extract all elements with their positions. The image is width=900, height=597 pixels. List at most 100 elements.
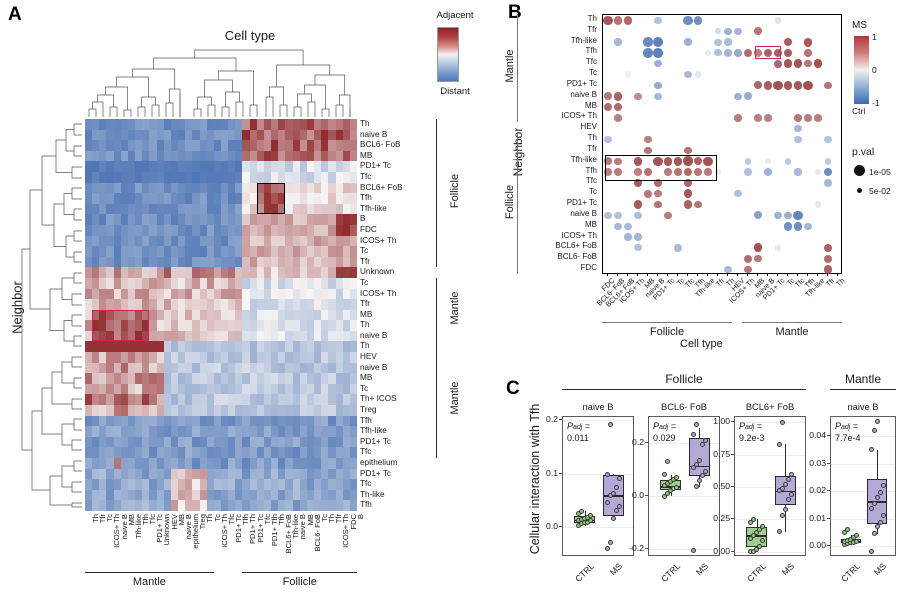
data-point xyxy=(871,500,877,506)
heatmap-cell xyxy=(149,214,157,225)
heatmap-cell xyxy=(120,373,128,384)
heatmap-cell xyxy=(92,405,100,416)
heatmap-cell xyxy=(314,140,322,151)
heatmap-cell xyxy=(242,383,250,395)
heatmap-cell xyxy=(178,373,186,384)
heatmap-cell xyxy=(85,171,93,183)
heatmap-cell xyxy=(163,383,171,395)
heatmap-cell xyxy=(256,458,264,469)
heatmap-cell xyxy=(135,140,143,151)
heatmap-cell xyxy=(120,256,128,268)
dotplot-dot xyxy=(704,168,712,176)
heatmap-cell xyxy=(314,352,322,363)
heatmap-cell xyxy=(242,468,250,480)
heatmap-cell xyxy=(299,500,307,511)
heatmap-cell xyxy=(263,373,272,384)
dotplot-b-row-label: Th xyxy=(587,133,597,143)
heatmap-cell xyxy=(349,193,357,204)
panel-c: C Cellular interaction with Tfh Follicle… xyxy=(500,372,900,597)
heatmap-cell xyxy=(285,256,293,268)
heatmap-cell xyxy=(206,161,214,172)
heatmap-cell xyxy=(142,214,150,225)
heatmap-cell xyxy=(92,309,100,321)
heatmap-cell xyxy=(127,489,136,501)
heatmap-cell xyxy=(120,150,128,162)
heatmap-cell xyxy=(263,171,272,183)
heatmap-cell xyxy=(349,394,357,406)
heatmap-cell xyxy=(314,415,322,427)
dotplot-dot xyxy=(754,49,762,57)
heatmap-cell xyxy=(206,468,214,480)
heatmap-cell xyxy=(306,267,315,278)
heatmap-cell xyxy=(99,436,107,448)
heatmap-cell xyxy=(170,373,179,384)
heatmap-cell xyxy=(321,182,329,194)
heatmap-cell xyxy=(92,224,100,236)
heatmap-cell xyxy=(235,182,243,194)
dotplot-dot xyxy=(614,114,622,122)
heatmap-cell xyxy=(342,299,350,310)
x-axis-tick-label: CTRL xyxy=(744,561,768,584)
heatmap-cell xyxy=(335,479,343,490)
dotplot-dot xyxy=(714,38,722,46)
row-group-bracket xyxy=(436,341,438,459)
heatmap-cell xyxy=(185,161,193,172)
heatmap-cell xyxy=(85,161,93,172)
heatmap-cell xyxy=(156,277,164,289)
heatmap-cell xyxy=(213,246,221,257)
heatmap-cell xyxy=(314,468,322,480)
heatmap-a-row-label: Unknown xyxy=(360,267,395,277)
heatmap-cell xyxy=(263,426,272,437)
heatmap-cell xyxy=(321,246,329,257)
dotplot-dot xyxy=(604,103,612,112)
heatmap-cell xyxy=(156,182,164,194)
heatmap-cell xyxy=(342,288,350,300)
heatmap-cell xyxy=(170,277,179,289)
heatmap-cell xyxy=(328,161,336,172)
dotplot-dot xyxy=(824,81,832,90)
heatmap-cell xyxy=(263,383,272,395)
heatmap-cell xyxy=(249,330,257,342)
heatmap-cell xyxy=(92,489,100,501)
heatmap-cell xyxy=(242,182,250,194)
heatmap-cell xyxy=(142,277,150,289)
heatmap-cell xyxy=(99,246,107,257)
heatmap-cell xyxy=(228,373,236,384)
subplot-title: BCL6- FoB xyxy=(661,402,707,412)
heatmap-cell xyxy=(306,150,315,162)
heatmap-a-row-label: PD1+ Tc xyxy=(360,436,392,446)
heatmap-cell xyxy=(235,479,243,490)
heatmap-cell xyxy=(206,267,214,278)
heatmap-cell xyxy=(299,299,307,310)
heatmap-cell xyxy=(85,500,93,511)
data-point xyxy=(674,475,680,481)
heatmap-cell xyxy=(278,277,286,289)
heatmap-cell xyxy=(113,203,121,215)
heatmap-cell xyxy=(185,193,193,204)
heatmap-cell xyxy=(220,394,229,406)
y-axis-tick-mark xyxy=(645,442,648,444)
heatmap-cell xyxy=(99,330,107,342)
boxplot-median xyxy=(867,501,888,503)
panel-c-group-label: Follicle xyxy=(665,372,703,386)
heatmap-cell xyxy=(256,320,264,331)
row-group-bracket xyxy=(517,133,519,274)
heatmap-cell xyxy=(220,479,229,490)
heatmap-cell xyxy=(85,150,93,162)
heatmap-cell xyxy=(127,383,136,395)
heatmap-cell xyxy=(120,489,128,501)
dotplot-dot xyxy=(804,114,812,122)
heatmap-cell xyxy=(142,161,150,172)
heatmap-cell xyxy=(85,140,93,151)
heatmap-cell xyxy=(256,426,264,437)
heatmap-cell xyxy=(235,256,243,268)
heatmap-cell xyxy=(263,447,272,459)
dotplot-dot xyxy=(634,92,642,100)
heatmap-cell xyxy=(106,256,114,268)
heatmap-cell xyxy=(263,320,272,331)
dotplot-dot xyxy=(654,60,662,68)
gridline xyxy=(735,454,805,456)
heatmap-cell xyxy=(170,150,179,162)
dotplot-dot xyxy=(604,136,612,144)
heatmap-cell xyxy=(349,140,357,151)
